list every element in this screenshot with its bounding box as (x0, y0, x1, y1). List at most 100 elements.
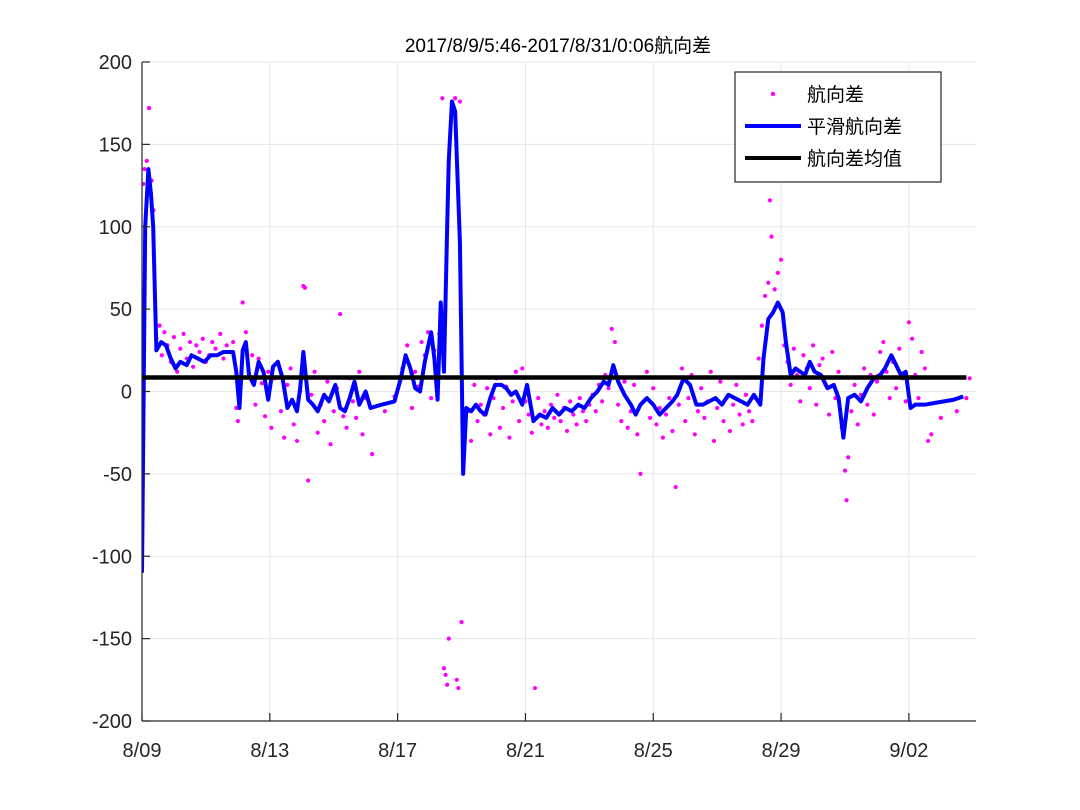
scatter-point (651, 386, 656, 391)
legend-label-smooth-line: 平滑航向差 (807, 116, 902, 138)
scatter-point (919, 349, 924, 355)
scatter-point (221, 356, 226, 361)
legend-marker-dot (770, 91, 776, 97)
scatter-point (836, 369, 841, 374)
scatter-point (344, 425, 349, 430)
scatter-point (558, 419, 563, 424)
scatter-point (778, 257, 784, 262)
scatter-point (472, 382, 477, 388)
scatter-point (830, 349, 835, 355)
legend-item-smooth-line: 平滑航向差 (745, 116, 902, 138)
scatter-point (331, 409, 336, 414)
scatter-point (191, 364, 196, 369)
scatter-point (440, 96, 445, 101)
scatter-point (539, 422, 544, 427)
scatter-point (718, 379, 723, 384)
scatter-point (686, 395, 691, 401)
scatter-point (159, 353, 164, 358)
scatter-point (234, 405, 239, 411)
scatter-point (181, 331, 186, 336)
scatter-point (616, 402, 621, 407)
scatter-point (625, 425, 630, 430)
scatter-point (453, 96, 458, 101)
scatter-point (230, 339, 236, 345)
scatter-point (740, 422, 745, 427)
scatter-point (162, 330, 167, 335)
scatter-point (699, 386, 704, 391)
scatter-point (964, 395, 969, 401)
scatter-point (727, 428, 733, 434)
scatter-point (315, 430, 320, 435)
y-tick-label: 150 (99, 134, 132, 156)
scatter-point (545, 425, 550, 430)
scatter-point (516, 419, 522, 424)
scatter-point (612, 339, 618, 345)
scatter-point (443, 672, 448, 677)
scatter-point (954, 409, 959, 414)
scatter-point (262, 414, 268, 419)
scatter-point (881, 339, 886, 345)
scatter-point (500, 405, 506, 411)
scatter-point (213, 346, 218, 351)
scatter-point (788, 382, 793, 388)
scatter-point (294, 438, 300, 444)
y-tick-label: 200 (99, 52, 132, 74)
scatter-point (842, 468, 848, 473)
scatter-point (253, 402, 258, 407)
scatter-point (644, 369, 649, 374)
scatter-point (871, 412, 876, 417)
scatter-point (906, 320, 911, 325)
scatter-point (306, 478, 311, 483)
scatter-point (708, 369, 713, 374)
axes: 200 150 100 50 0 -50 -100 -150 -200 8/09 8/13 8/17 8… (92, 52, 976, 762)
scatter-point (801, 353, 806, 358)
scatter-point (844, 498, 849, 503)
scatter-point (619, 419, 624, 424)
scatter-point (291, 422, 296, 427)
scatter-point (328, 442, 333, 447)
smooth-line (142, 99, 964, 573)
y-tick-label: -150 (92, 629, 132, 651)
scatter-point (409, 405, 415, 411)
scatter-point (536, 395, 541, 401)
scatter-point (341, 414, 346, 419)
scatter-point (210, 339, 215, 345)
scatter-point (849, 409, 854, 414)
scatter-point (266, 369, 271, 374)
scatter-point (660, 435, 665, 440)
scatter-point (721, 419, 726, 424)
scatter-point (810, 343, 816, 348)
scatter-point (663, 412, 669, 417)
scatter-point (187, 339, 193, 345)
scatter-point (353, 415, 359, 420)
scatter-point (564, 428, 570, 434)
legend: 航向差 平滑航向差 航向差均值 (734, 71, 942, 183)
scatter-point (171, 335, 177, 340)
scatter-point (350, 399, 355, 404)
y-tick-label: 50 (110, 299, 132, 321)
x-tick-label: 8/17 (378, 740, 417, 762)
scatter-point (967, 376, 972, 381)
scatter-point (457, 99, 463, 104)
scatter-point (520, 366, 525, 371)
scatter-point (459, 620, 464, 625)
scatter-point (820, 356, 825, 361)
scatter-point (593, 409, 598, 414)
x-tick-label: 8/21 (506, 740, 545, 762)
y-tick-label: -200 (92, 711, 132, 733)
scatter-point (488, 432, 493, 437)
scatter-point (157, 323, 162, 328)
scatter-point (683, 419, 688, 424)
scatter-point (763, 293, 768, 299)
scatter-point (485, 386, 490, 391)
scatter-point (922, 366, 927, 371)
scatter-point (775, 270, 780, 275)
scatter-point (903, 399, 908, 404)
scatter-point (865, 402, 870, 407)
scatter-point (309, 392, 314, 397)
scatter-point (302, 285, 308, 290)
scatter-point (737, 412, 742, 417)
scatter-point (894, 386, 899, 391)
scatter-point (638, 471, 643, 476)
